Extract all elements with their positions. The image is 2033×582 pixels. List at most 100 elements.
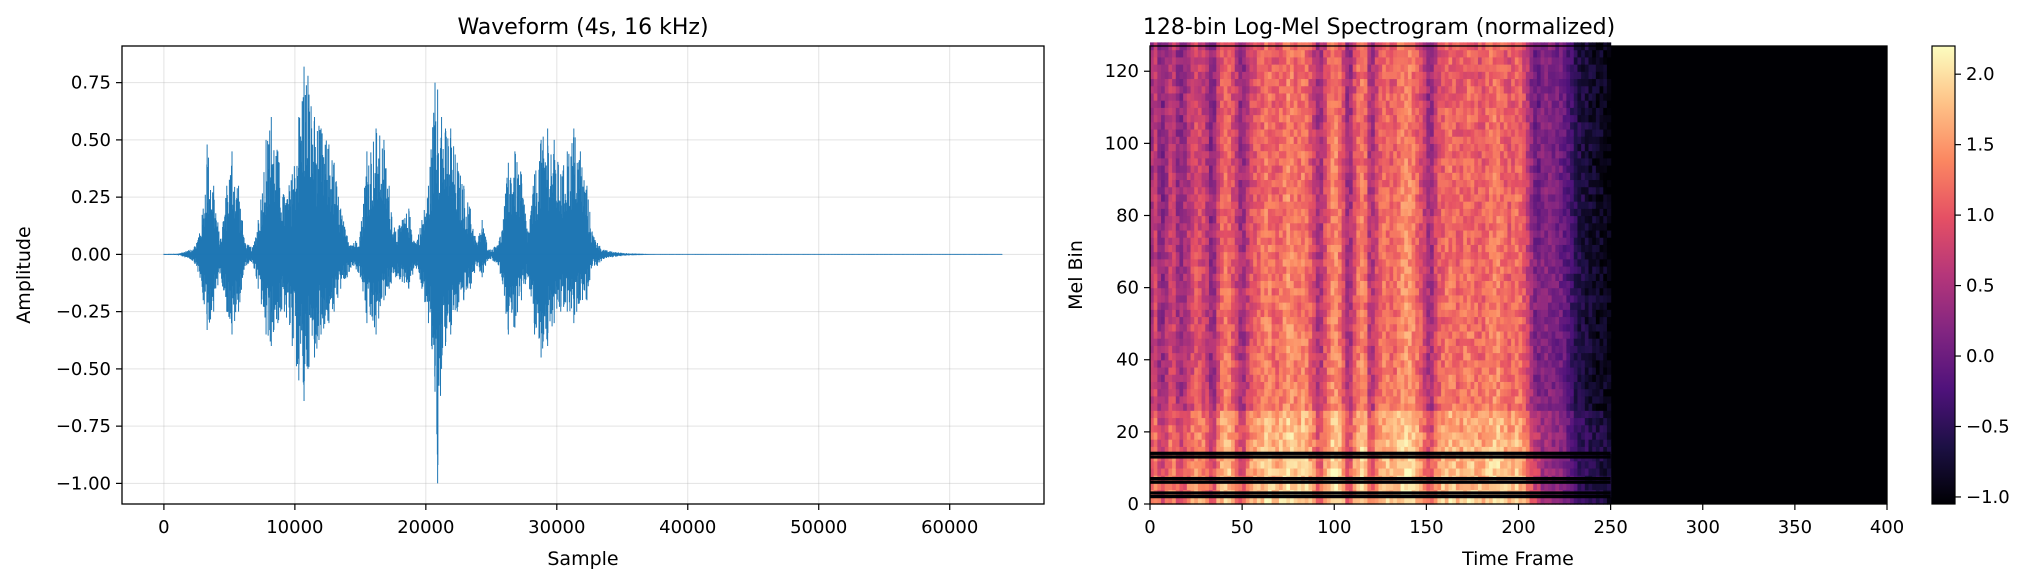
spectrogram-cell (1411, 56, 1416, 65)
spectrogram-cell (1275, 395, 1280, 404)
spectrogram-cell (1275, 172, 1280, 181)
spectrogram-cell (1175, 330, 1181, 339)
spectrogram-cell (1374, 85, 1380, 94)
spectrogram-cell (1164, 128, 1170, 137)
spectrogram-cell (1216, 316, 1221, 325)
spectrogram-cell (1301, 338, 1306, 346)
spectrogram-cell (1426, 287, 1431, 296)
spectrogram-cell (1267, 323, 1273, 332)
spectrogram-cell (1161, 49, 1166, 58)
spectrogram-cell (1352, 49, 1357, 58)
spectrogram-cell (1356, 107, 1361, 116)
spectrogram-cell (1415, 345, 1420, 354)
spectrogram-cell (1164, 359, 1170, 368)
spectrogram-cell (1242, 229, 1247, 238)
spectrogram-cell (1286, 136, 1291, 144)
spectrogram-cell (1179, 417, 1184, 426)
spectrogram-cell (1227, 208, 1232, 217)
spectrogram-cell (1304, 467, 1310, 476)
spectrogram-cell (1378, 381, 1383, 390)
spectrogram-cell (1186, 280, 1192, 289)
spectrogram-cell (1238, 215, 1243, 224)
spectrogram-cell (1190, 157, 1195, 166)
spectrogram-cell (1249, 265, 1254, 274)
spectrogram-cell (1290, 424, 1295, 433)
spectrogram-cell (1371, 381, 1376, 390)
spectrogram-cell (1186, 229, 1192, 238)
spectrogram-cell (1319, 273, 1324, 282)
spectrogram-cell (1249, 150, 1254, 159)
spectrogram-cell (1356, 157, 1361, 166)
spectrogram-cell (1223, 395, 1228, 404)
spectrogram-cell (1356, 287, 1361, 296)
spectrogram-cell (1290, 150, 1295, 159)
spectrogram-cell (1407, 121, 1413, 130)
spectrogram-cell (1197, 201, 1203, 209)
spectrogram-cell (1271, 273, 1276, 282)
spectrogram-cell (1183, 294, 1188, 303)
spectrogram-cell (1426, 222, 1431, 231)
spectrogram-cell (1419, 244, 1424, 253)
spectrogram-cell (1385, 78, 1391, 87)
spectrogram-cell (1400, 85, 1405, 94)
spectrogram-cell (1389, 388, 1394, 397)
spectrogram-cell (1234, 150, 1240, 159)
spectrogram-cell (1278, 179, 1284, 188)
spectrogram-cell (1186, 237, 1192, 245)
spectrogram-cell (1172, 229, 1177, 238)
spectrogram-cell (1256, 345, 1262, 354)
spectrogram-cell (1304, 424, 1310, 433)
spectrogram-cell (1172, 208, 1177, 217)
spectrogram-cell (1264, 302, 1269, 310)
spectrogram-cell (1419, 201, 1424, 209)
spectrogram-cell (1315, 64, 1321, 72)
spectrogram-cell (1415, 388, 1420, 397)
spectrogram-cell (1308, 143, 1313, 152)
spectrogram-cell (1404, 100, 1409, 108)
spectrogram-cell (1393, 424, 1398, 433)
spectrogram-cell (1216, 287, 1221, 296)
spectrogram-cell (1201, 366, 1206, 375)
spectrogram-cell (1264, 460, 1269, 469)
spectrogram-cell (1231, 338, 1236, 346)
spectrogram-cell (1194, 128, 1199, 137)
spectrogram-cell (1223, 366, 1228, 375)
spectrogram-cell (1150, 85, 1155, 94)
spectrogram-cell (1271, 92, 1276, 101)
spectrogram-cell (1153, 179, 1158, 188)
waveform-x-tick-label: 20000 (397, 517, 454, 538)
spectrogram-cell (1426, 237, 1431, 245)
spectrogram-cell (1183, 78, 1188, 87)
spectrogram-cell (1301, 201, 1306, 209)
spectrogram-cell (1227, 150, 1232, 159)
spectrogram-cell (1385, 460, 1391, 469)
spectrogram-cell (1153, 366, 1158, 375)
spectrogram-cell (1290, 56, 1295, 65)
spectrogram-cell (1301, 330, 1306, 339)
spectrogram-cell (1348, 273, 1354, 282)
spectrogram-cell (1422, 287, 1427, 296)
spectrogram-cell (1227, 172, 1232, 181)
spectrogram-cell (1374, 136, 1380, 144)
spectrogram-cell (1341, 460, 1346, 469)
spectrogram-cell (1396, 107, 1402, 116)
spectrogram-cell (1208, 388, 1214, 397)
spectrogram-cell (1297, 410, 1302, 419)
spectrogram-cell (1430, 381, 1435, 390)
spectrogram-cell (1374, 265, 1380, 274)
spectrogram-cell (1186, 56, 1192, 65)
spectrogram-cell (1345, 410, 1350, 419)
spectrogram-cell (1220, 71, 1225, 80)
spectrogram-cell (1164, 273, 1170, 282)
spectrogram-cell (1363, 460, 1369, 469)
spectrogram-cell (1242, 280, 1247, 289)
spectrogram-cell (1396, 85, 1402, 94)
spectrogram-cell (1205, 431, 1210, 440)
spectrogram-cell (1278, 114, 1284, 123)
spectrogram-cell (1194, 201, 1199, 209)
spectrogram-cell (1278, 107, 1284, 116)
spectrogram-cell (1256, 330, 1262, 339)
spectrogram-cell (1264, 309, 1269, 318)
spectrogram-cell (1194, 172, 1199, 181)
spectrogram-cell (1371, 136, 1376, 144)
